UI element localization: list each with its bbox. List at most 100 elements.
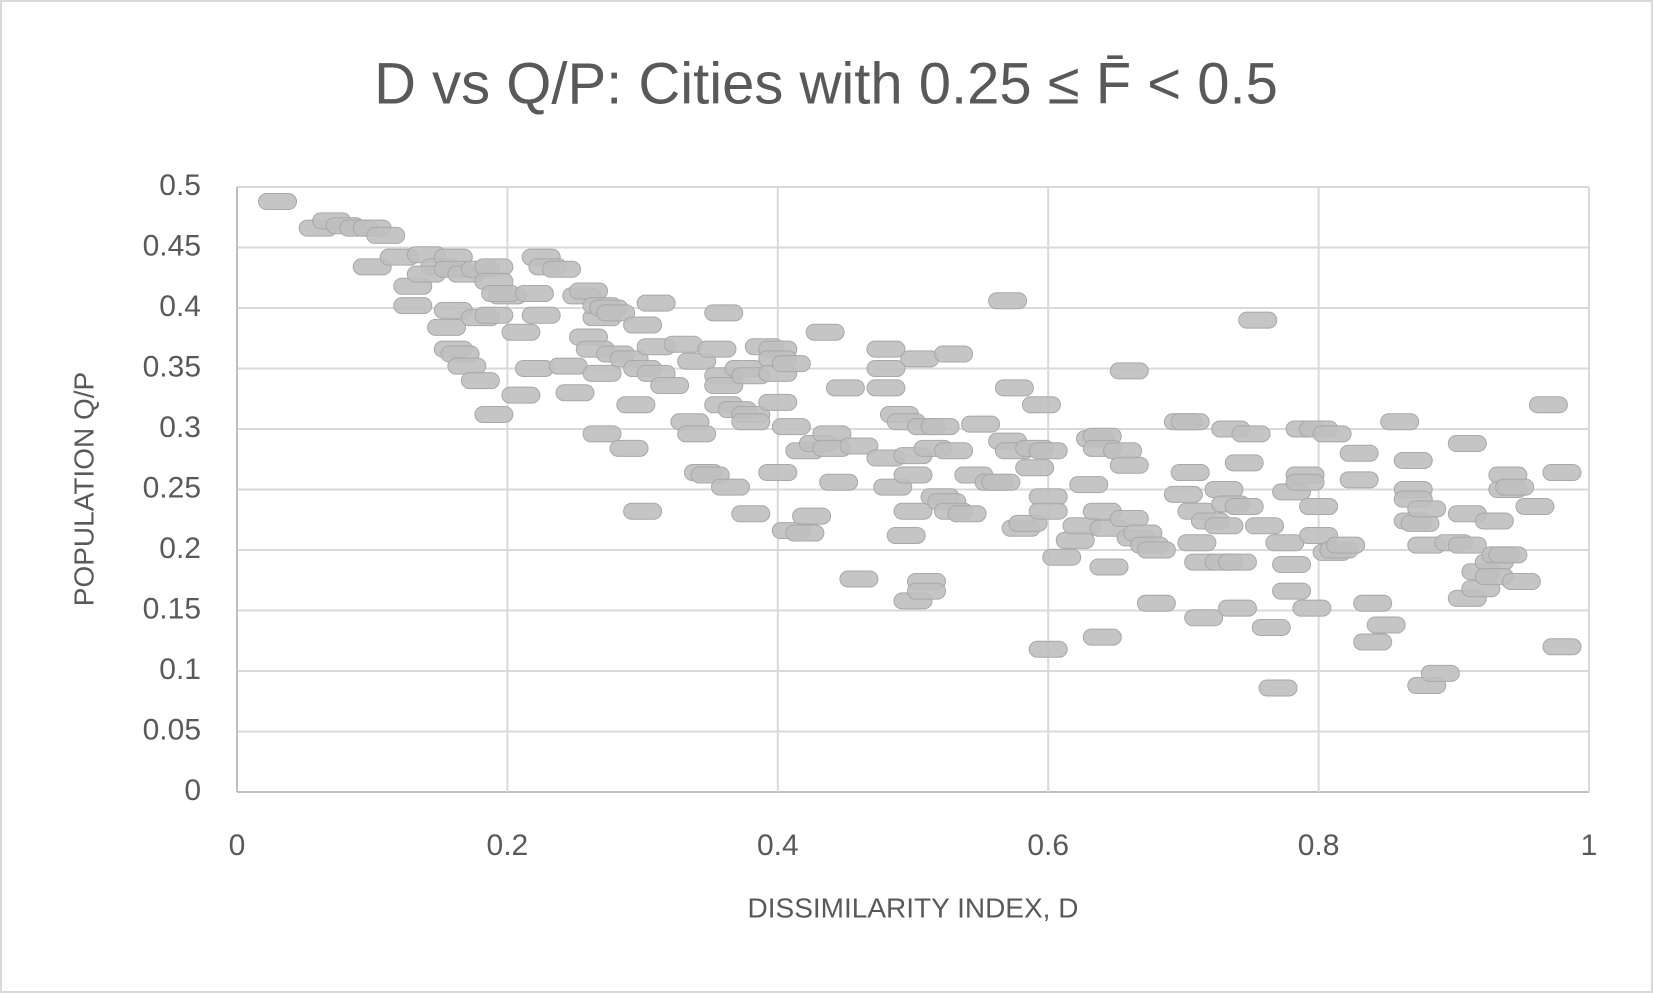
point xyxy=(366,226,406,244)
point xyxy=(1055,531,1095,549)
point xyxy=(1258,679,1298,697)
point xyxy=(1224,454,1264,472)
point xyxy=(839,570,879,588)
point xyxy=(785,524,825,542)
point xyxy=(677,425,717,443)
point xyxy=(771,418,811,436)
point xyxy=(582,364,622,382)
point xyxy=(934,442,974,460)
point xyxy=(541,260,581,278)
point xyxy=(474,258,514,276)
point xyxy=(1184,609,1224,627)
point xyxy=(1339,471,1379,489)
point xyxy=(663,335,703,353)
x-tick-label: 0.2 xyxy=(487,829,529,862)
point xyxy=(1292,599,1332,617)
point xyxy=(1163,485,1203,503)
point xyxy=(1224,497,1264,515)
point xyxy=(1028,640,1068,658)
point xyxy=(805,323,845,341)
x-tick-label: 1 xyxy=(1581,829,1598,862)
y-tick-label: 0.5 xyxy=(159,169,201,202)
point xyxy=(1353,633,1393,651)
point xyxy=(1109,362,1149,380)
point xyxy=(758,464,798,482)
point xyxy=(352,258,392,276)
point xyxy=(704,304,744,322)
point xyxy=(1069,476,1109,494)
point xyxy=(521,306,561,324)
point xyxy=(1495,478,1535,496)
point xyxy=(920,418,960,436)
point xyxy=(1447,536,1487,554)
point xyxy=(460,372,500,390)
point xyxy=(907,582,947,600)
point xyxy=(1272,556,1312,574)
point xyxy=(1528,396,1568,414)
y-axis-title: POPULATION Q/P xyxy=(68,372,99,606)
point xyxy=(1407,500,1447,518)
point xyxy=(1245,517,1285,535)
point xyxy=(1177,534,1217,552)
point xyxy=(1265,534,1305,552)
x-tick-label: 0.6 xyxy=(1027,829,1069,862)
point xyxy=(1474,512,1514,530)
point xyxy=(1028,488,1068,506)
point xyxy=(474,306,514,324)
point xyxy=(555,384,595,402)
chart-title: D vs Q/P: Cities with 0.25 ≤ F̄ < 0.5 xyxy=(374,51,1278,116)
point xyxy=(1353,594,1393,612)
point xyxy=(893,502,933,520)
point xyxy=(893,466,933,484)
x-tick-label: 0.4 xyxy=(757,829,799,862)
point xyxy=(596,304,636,322)
point xyxy=(548,357,588,375)
y-tick-label: 0.35 xyxy=(143,350,201,383)
x-tick-label: 0 xyxy=(229,829,246,862)
point xyxy=(1028,502,1068,520)
point xyxy=(623,316,663,334)
point xyxy=(1447,435,1487,453)
point xyxy=(1393,451,1433,469)
point xyxy=(1136,541,1176,559)
point xyxy=(582,425,622,443)
point xyxy=(1501,572,1541,590)
point xyxy=(900,350,940,368)
point xyxy=(514,284,554,302)
point xyxy=(501,386,541,404)
point xyxy=(501,323,541,341)
point xyxy=(1420,664,1460,682)
point xyxy=(1170,464,1210,482)
point xyxy=(886,526,926,544)
point xyxy=(792,507,832,525)
point xyxy=(481,284,521,302)
point xyxy=(1136,594,1176,612)
point xyxy=(731,413,771,431)
point xyxy=(697,340,737,358)
point xyxy=(1366,616,1406,634)
point xyxy=(866,340,906,358)
point xyxy=(1015,459,1055,477)
point xyxy=(623,502,663,520)
point xyxy=(1238,311,1278,329)
point xyxy=(1380,413,1420,431)
point xyxy=(1109,510,1149,528)
point xyxy=(758,393,798,411)
point xyxy=(1217,553,1257,571)
point xyxy=(1515,497,1555,515)
point xyxy=(934,345,974,363)
x-axis-title: DISSIMILARITY INDEX, D xyxy=(748,892,1079,923)
y-tick-label: 0.25 xyxy=(143,471,201,504)
point xyxy=(1326,536,1366,554)
point xyxy=(866,360,906,377)
point xyxy=(947,505,987,523)
point xyxy=(839,437,879,455)
y-tick-label: 0.05 xyxy=(143,713,201,746)
point xyxy=(731,505,771,523)
point xyxy=(1204,481,1244,498)
point xyxy=(1204,517,1244,535)
point xyxy=(569,282,609,300)
point xyxy=(1103,442,1143,460)
